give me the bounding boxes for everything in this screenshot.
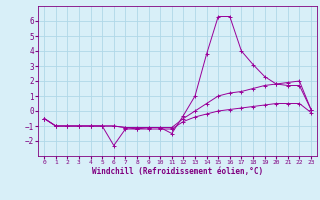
X-axis label: Windchill (Refroidissement éolien,°C): Windchill (Refroidissement éolien,°C) [92,167,263,176]
